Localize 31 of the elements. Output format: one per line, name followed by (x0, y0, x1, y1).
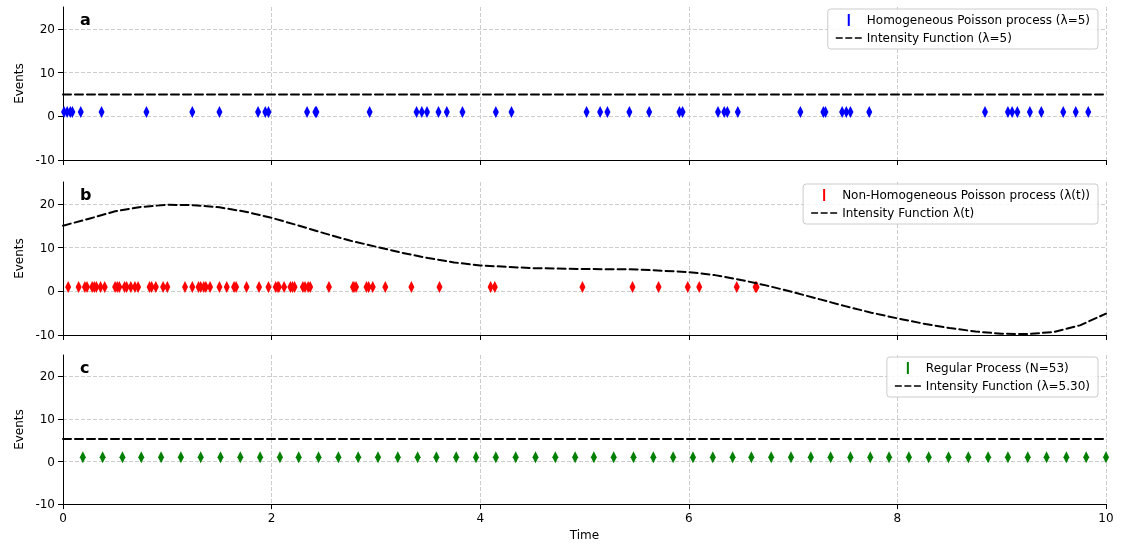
y-tick-label: 0 (47, 109, 55, 124)
y-axis-title: Events (11, 63, 26, 104)
annotation: c (80, 357, 90, 377)
annotation: b (80, 184, 92, 204)
x-axis-title: Time (568, 528, 600, 542)
x-tick-label: 8 (893, 511, 902, 526)
y-axis-title: Events (11, 238, 26, 279)
y-tick-label: 20 (39, 196, 55, 211)
y-tick-label: 10 (39, 411, 55, 426)
y-tick-label: -10 (35, 153, 55, 167)
y-tick-label: 20 (39, 21, 55, 36)
y-tick-label: -10 (35, 328, 55, 342)
y-tick-label: 0 (47, 454, 55, 469)
y-tick-label: 10 (39, 240, 55, 255)
x-tick-label: 0 (59, 511, 67, 526)
legend-label: Intensity Function (λ=5) (866, 31, 1012, 45)
x-tick-label: 6 (684, 511, 693, 526)
legend-label: Non-Homogeneous Poisson process (λ(t)) (842, 188, 1091, 202)
x-tick-label: 2 (267, 511, 276, 526)
y-tick-label: -10 (35, 497, 55, 512)
legend-label: Intensity Function λ(t) (842, 206, 975, 220)
annotation: a (80, 9, 91, 29)
legend-label: Homogeneous Poisson process (λ=5) (866, 13, 1090, 27)
legend-label: Intensity Function (λ=5.30) (925, 379, 1090, 393)
y-tick-label: 20 (39, 369, 55, 384)
x-tick-label: 10 (1098, 511, 1114, 526)
x-tick-label: 4 (476, 511, 485, 526)
y-axis-title: Events (11, 409, 26, 450)
y-tick-label: 10 (39, 65, 55, 80)
legend-label: Regular Process (N=53) (925, 361, 1069, 375)
y-tick-label: 0 (47, 284, 55, 299)
